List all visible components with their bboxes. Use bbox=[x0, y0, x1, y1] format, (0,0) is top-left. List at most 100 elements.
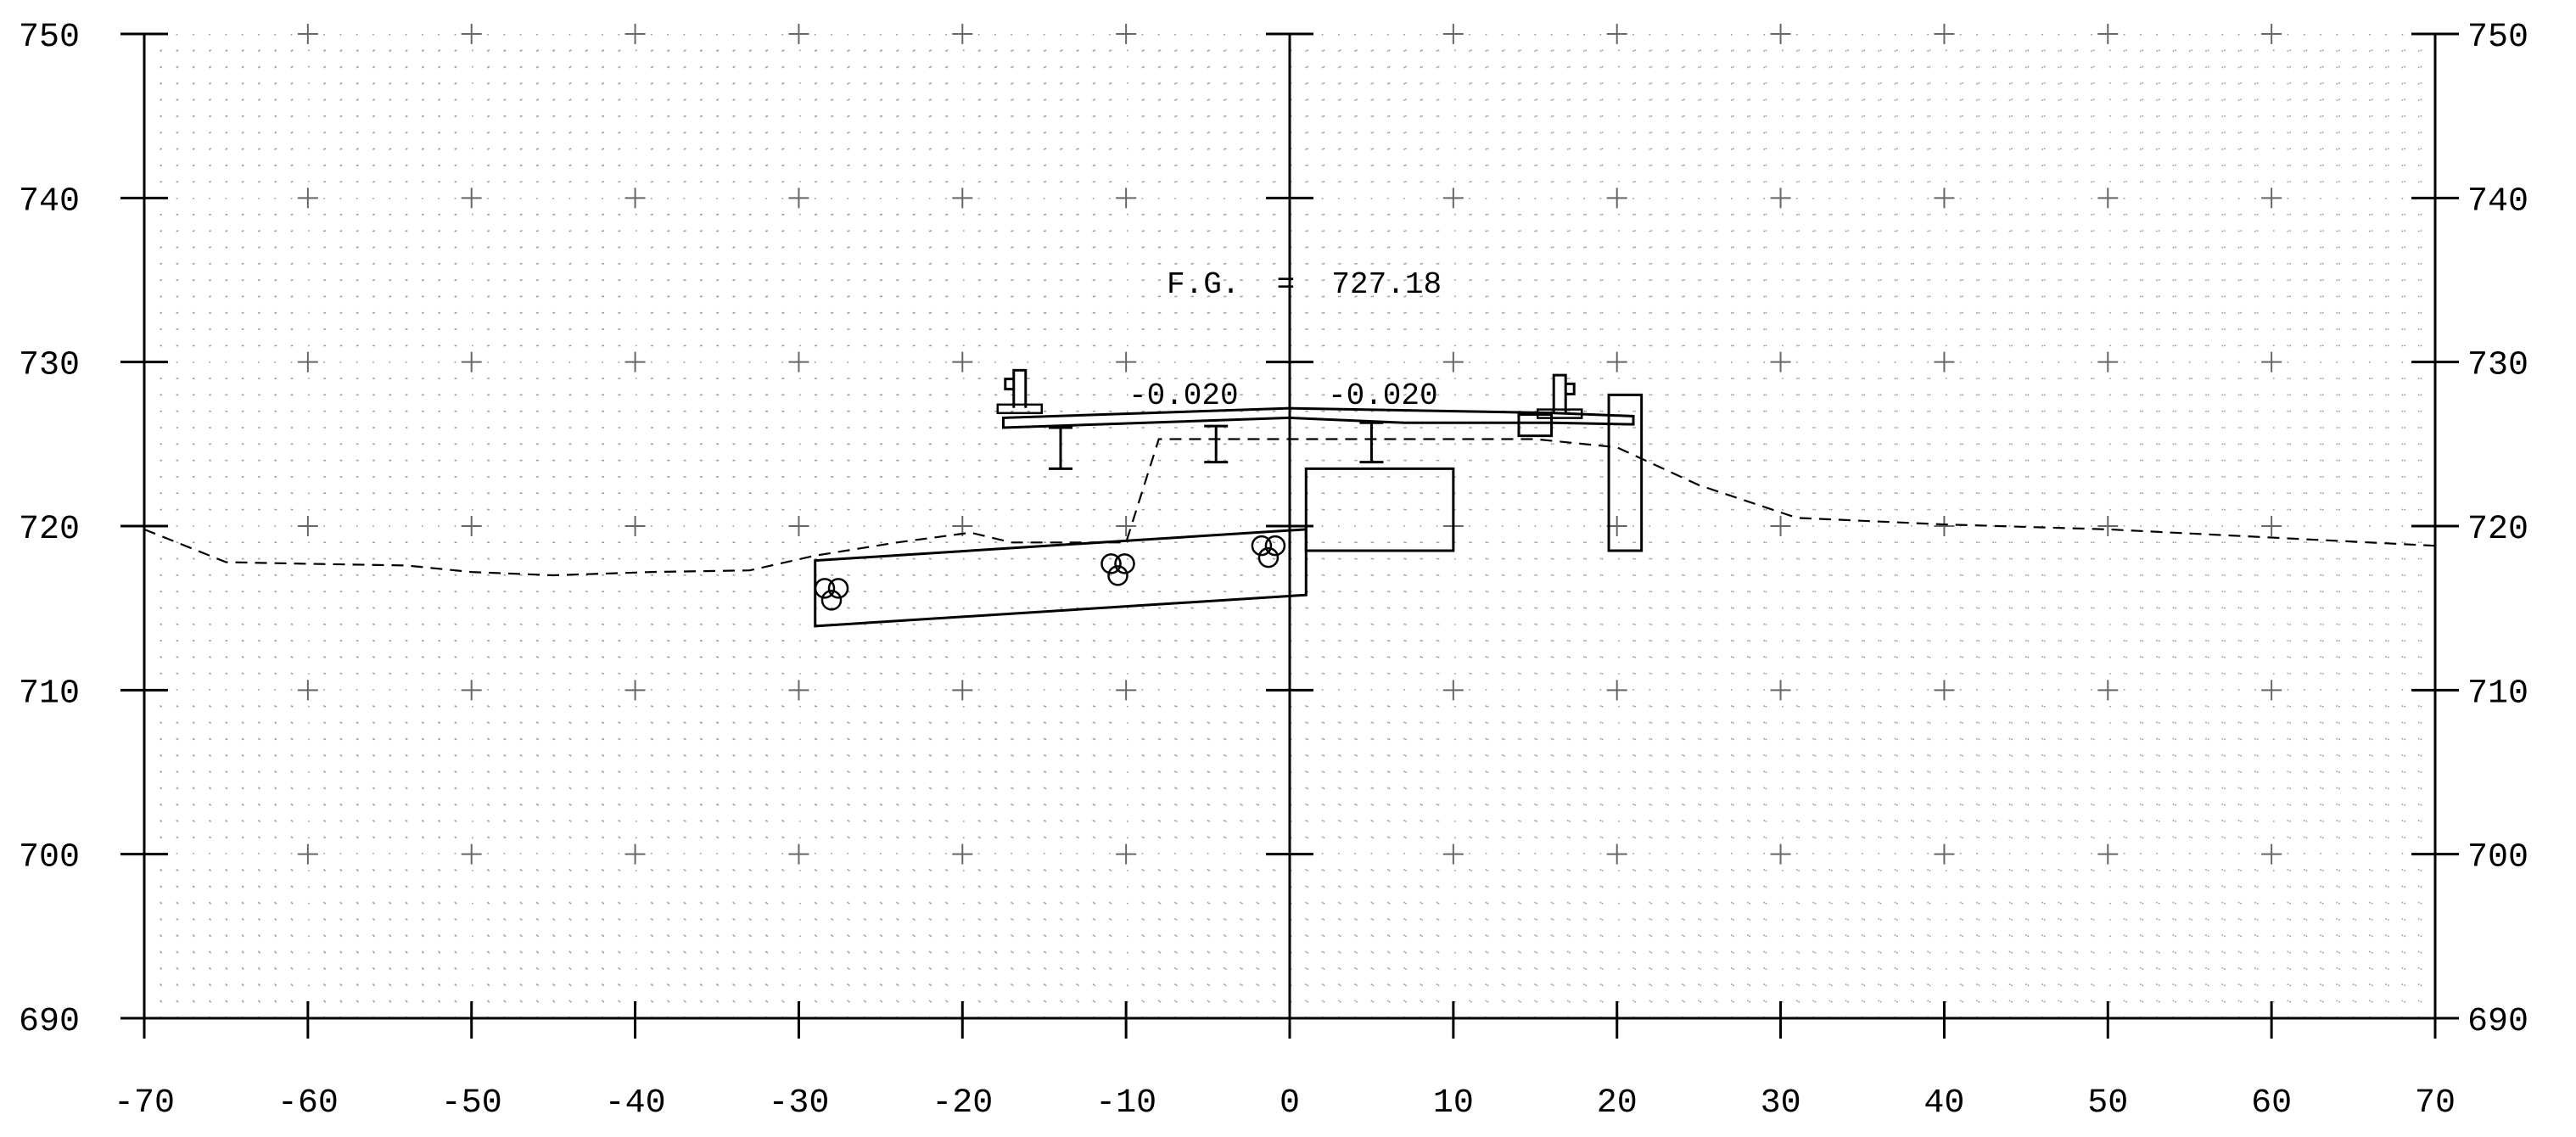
grid-cross bbox=[2261, 680, 2282, 700]
grid-cross bbox=[298, 516, 318, 536]
grid-cross bbox=[2261, 844, 2282, 865]
annotations: F.G. = 727.18 -0.020 -0.020 bbox=[1128, 267, 1442, 413]
grid-cross bbox=[1116, 24, 1136, 44]
x-tick-label: 10 bbox=[1433, 1084, 1474, 1123]
grid-cross bbox=[1771, 188, 1791, 208]
grid-cross bbox=[2097, 680, 2118, 700]
grid-cross bbox=[788, 680, 809, 700]
grid-cross bbox=[625, 24, 646, 44]
barrier-left-base bbox=[998, 405, 1042, 413]
grid-cross bbox=[462, 680, 482, 700]
grid-cross bbox=[298, 352, 318, 372]
barrier-right bbox=[1554, 375, 1574, 412]
grid-cross bbox=[625, 516, 646, 536]
grid-cross bbox=[298, 188, 318, 208]
slope-right-label: -0.020 bbox=[1328, 378, 1438, 413]
grid-cross bbox=[1607, 24, 1627, 44]
grid-cross bbox=[298, 680, 318, 700]
y-tick-label-left: 740 bbox=[19, 182, 80, 221]
grid-cross bbox=[1116, 188, 1136, 208]
y-tick-label-left: 710 bbox=[19, 675, 80, 713]
x-tick-label: -60 bbox=[277, 1084, 339, 1123]
y-tick-label-left: 700 bbox=[19, 839, 80, 877]
grid-cross bbox=[2097, 844, 2118, 865]
grid-cross bbox=[1934, 680, 1954, 700]
grid-cross bbox=[1607, 680, 1627, 700]
grid-cross bbox=[1934, 24, 1954, 44]
grid-cross bbox=[2097, 352, 2118, 372]
grid-cross bbox=[788, 516, 809, 536]
y-tick-label-left: 690 bbox=[19, 1003, 80, 1041]
grid-cross bbox=[625, 844, 646, 865]
y-tick-label-right: 740 bbox=[2467, 182, 2528, 221]
grid-cross bbox=[2261, 352, 2282, 372]
grid-cross bbox=[2261, 188, 2282, 208]
x-tick-label: 60 bbox=[2251, 1084, 2292, 1123]
grid-cross bbox=[1443, 188, 1464, 208]
grid-cross bbox=[2261, 516, 2282, 536]
grid-cross bbox=[1443, 24, 1464, 44]
y-tick-label-right: 750 bbox=[2467, 19, 2528, 57]
grid-cross bbox=[1443, 352, 1464, 372]
grid-cross bbox=[462, 24, 482, 44]
x-tick-label: 20 bbox=[1597, 1084, 1638, 1123]
grid-cross bbox=[1607, 188, 1627, 208]
x-tick-label: 50 bbox=[2087, 1084, 2128, 1123]
grid-cross bbox=[1934, 844, 1954, 865]
grid-cross bbox=[298, 844, 318, 865]
grid-cross bbox=[1443, 680, 1464, 700]
grid-cross bbox=[462, 352, 482, 372]
y-tick-label-right: 730 bbox=[2467, 347, 2528, 385]
grid-cross bbox=[1771, 680, 1791, 700]
grid-cross bbox=[952, 24, 972, 44]
grid-cross bbox=[952, 844, 972, 865]
barrier-left bbox=[1005, 370, 1026, 407]
grid-cross bbox=[462, 188, 482, 208]
x-tick-label: -70 bbox=[114, 1084, 175, 1123]
y-tick-label-left: 720 bbox=[19, 511, 80, 549]
x-tick-label: -30 bbox=[768, 1084, 829, 1123]
girder-left bbox=[1049, 428, 1072, 468]
y-tick-label-right: 700 bbox=[2467, 839, 2528, 877]
grid-cross bbox=[1771, 24, 1791, 44]
grid-cross bbox=[1771, 516, 1791, 536]
grid-cross bbox=[1443, 844, 1464, 865]
x-tick-label: 0 bbox=[1280, 1084, 1300, 1123]
y-tick-label-left: 730 bbox=[19, 347, 80, 385]
grid-cross bbox=[625, 352, 646, 372]
grid-cross bbox=[1607, 844, 1627, 865]
x-tick-label: -40 bbox=[605, 1084, 666, 1123]
grid-cross bbox=[952, 352, 972, 372]
slope-left-label: -0.020 bbox=[1128, 378, 1239, 413]
girder-right bbox=[1359, 423, 1383, 462]
grid-cross bbox=[1771, 844, 1791, 865]
footing bbox=[815, 529, 1307, 626]
abutment-wall bbox=[1609, 395, 1642, 551]
y-tick-label-right: 720 bbox=[2467, 511, 2528, 549]
x-tick-label: -20 bbox=[932, 1084, 993, 1123]
grid-cross bbox=[1607, 352, 1627, 372]
grid-cross bbox=[462, 844, 482, 865]
grid-cross bbox=[1934, 516, 1954, 536]
finished-grade-label: F.G. = 727.18 bbox=[1167, 267, 1442, 302]
grid-cross bbox=[2097, 24, 2118, 44]
grid-cross bbox=[788, 188, 809, 208]
grid-cross bbox=[952, 188, 972, 208]
grid-cross bbox=[788, 24, 809, 44]
grid-cross bbox=[625, 188, 646, 208]
grid-cross bbox=[2097, 516, 2118, 536]
pier-cap bbox=[1306, 468, 1453, 551]
grid-cross bbox=[1116, 352, 1136, 372]
grid-cross bbox=[1934, 352, 1954, 372]
grid-cross bbox=[462, 516, 482, 536]
grid-cross bbox=[788, 844, 809, 865]
grid-cross bbox=[788, 352, 809, 372]
grid-cross bbox=[1934, 188, 1954, 208]
grid-cross bbox=[1116, 844, 1136, 865]
y-tick-label-right: 690 bbox=[2467, 1003, 2528, 1041]
x-tick-label: 70 bbox=[2415, 1084, 2456, 1123]
grid-cross bbox=[952, 680, 972, 700]
